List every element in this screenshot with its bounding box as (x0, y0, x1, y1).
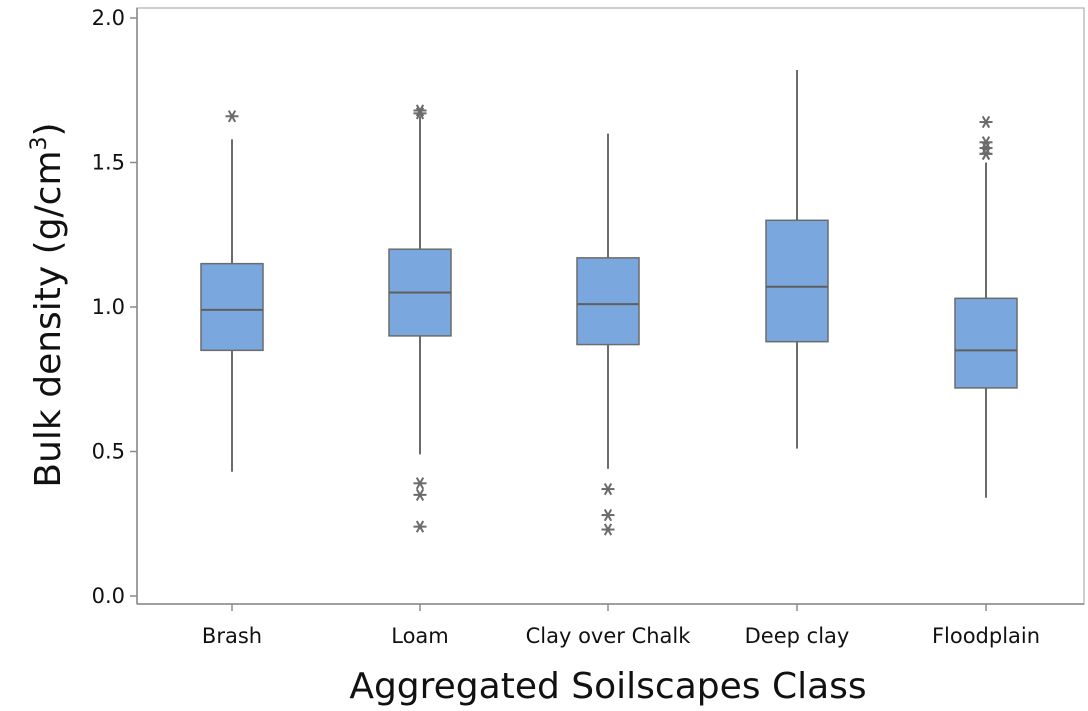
interquartile-box (576, 257, 640, 346)
outlier-point (413, 520, 427, 533)
y-axis-title-main: Bulk density (g/cm (28, 150, 69, 487)
x-tick-label: Brash (202, 624, 262, 648)
outlier-point (413, 488, 427, 501)
x-tick-label: Loam (391, 624, 449, 648)
y-tick-label: 0.5 (92, 440, 125, 464)
x-axis-ticks: Brash Loam Clay over Chalk Deep clay Floodpl… (202, 604, 1040, 648)
y-axis-ticks: 0.0 0.5 1.0 1.5 2.0 (92, 6, 137, 608)
outlier-point (225, 110, 239, 123)
box-clay-over-chalk (576, 133, 640, 536)
outlier-point (601, 523, 615, 536)
box-series (200, 70, 1018, 536)
box-brash (200, 110, 264, 472)
box-deep-clay (765, 70, 829, 449)
outlier-point (413, 477, 427, 490)
outlier-point (979, 147, 993, 160)
x-tick-label: Deep clay (745, 624, 850, 648)
interquartile-box (954, 297, 1018, 389)
outlier-stroke (603, 508, 613, 522)
y-axis-title-superscript: 3 (27, 136, 52, 150)
x-axis-title: Aggregated Soilscapes Class (349, 666, 866, 707)
outlier-point (979, 115, 993, 129)
x-tick-label: Clay over Chalk (526, 624, 692, 648)
y-tick-label: 1.0 (92, 295, 125, 319)
outlier-stroke (981, 115, 991, 129)
outlier-stroke (981, 147, 991, 160)
outlier-stroke (415, 488, 425, 501)
outlier-stroke (415, 520, 425, 533)
interquartile-box (765, 219, 829, 343)
box-loam (388, 104, 452, 533)
box-floodplain (954, 115, 1018, 498)
y-tick-label: 0.0 (92, 584, 125, 608)
y-tick-label: 1.5 (92, 151, 125, 175)
interquartile-box (200, 262, 264, 352)
outlier-stroke (415, 477, 425, 490)
y-axis-title: Bulk density (g/cm3) (27, 122, 69, 487)
x-tick-label: Floodplain (932, 624, 1040, 648)
outlier-stroke (415, 104, 425, 117)
y-axis-title-close: ) (28, 122, 69, 136)
outlier-point (601, 508, 615, 522)
outlier-stroke (603, 482, 613, 496)
outlier-stroke (227, 110, 237, 123)
outlier-stroke (603, 523, 613, 536)
outlier-point (413, 104, 427, 117)
y-tick-label: 2.0 (92, 6, 125, 30)
outlier-point (601, 482, 615, 496)
